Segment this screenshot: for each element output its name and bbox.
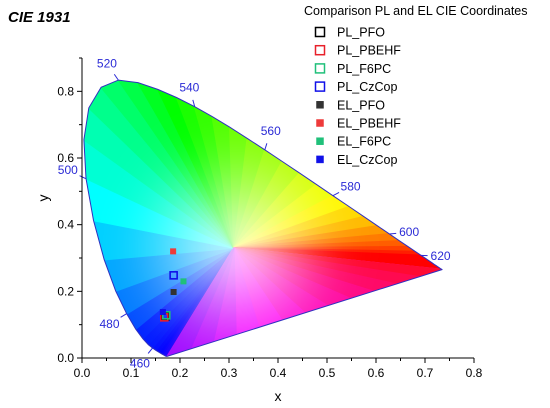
legend-marker-pl-pbehf <box>314 44 326 56</box>
legend-label-el-f6pc: EL_F6PC <box>337 135 391 149</box>
wavelength-tick <box>147 347 153 354</box>
x-tick-label: 0.3 <box>221 366 238 380</box>
wavelength-label: 600 <box>399 225 419 239</box>
y-tick-label: 0.0 <box>57 351 74 365</box>
legend-marker-el-pbehf <box>316 119 324 127</box>
x-axis-title: x <box>275 388 282 404</box>
x-tick-label: 0.1 <box>123 366 140 380</box>
wavelength-label: 460 <box>130 357 150 371</box>
spectral-locus <box>83 79 443 357</box>
legend-label-pl-f6pc: PL_F6PC <box>337 62 391 76</box>
wavelength-tick <box>120 313 127 318</box>
x-tick-label: 0.7 <box>417 366 434 380</box>
wavelength-label: 520 <box>97 57 117 71</box>
point-pl-czcop <box>169 271 178 280</box>
wavelength-tick <box>264 143 268 151</box>
wavelength-labels: 460 480 500 520 540 560 580 600 620 <box>58 57 451 371</box>
wavelength-tick <box>192 99 196 107</box>
y-tick-label: 0.4 <box>57 218 74 232</box>
x-tick-label: 0.0 <box>74 366 91 380</box>
x-tick-label: 0.5 <box>319 366 336 380</box>
wavelength-label: 480 <box>100 317 120 331</box>
y-tick-label: 0.6 <box>57 151 74 165</box>
point-el-czcop <box>159 309 166 315</box>
legend-items: PL_PFO PL_PBEHF PL_F6PC PL_CzCop EL_PFO EL_PB… <box>314 26 401 167</box>
x-tick-label: 0.6 <box>368 366 385 380</box>
axes: 0.0 0.1 0.2 0.3 0.4 0.5 0.6 0.7 0.8 0.0 0.2 0.4 0.6… <box>57 57 483 380</box>
x-ticks: 0.0 0.1 0.2 0.3 0.4 0.5 0.6 0.7 0.8 <box>74 358 483 380</box>
data-points <box>159 248 187 322</box>
legend-marker-pl-czcop <box>314 81 326 92</box>
wavelength-label: 580 <box>341 179 361 193</box>
wavelength-label: 620 <box>431 249 451 263</box>
legend-label-el-pbehf: EL_PBEHF <box>337 117 401 131</box>
point-pl-f6pc <box>161 311 171 320</box>
legend: Comparison PL and EL CIE Coordinates PL_… <box>304 4 528 167</box>
wavelength-label: 560 <box>261 124 281 138</box>
legend-label-pl-pbehf: PL_PBEHF <box>337 44 401 58</box>
x-tick-label: 0.4 <box>270 366 287 380</box>
y-tick-label: 0.8 <box>57 84 74 98</box>
wavelength-label: 540 <box>179 80 199 94</box>
color-gamut <box>83 80 443 357</box>
legend-marker-el-pfo <box>316 101 324 109</box>
legend-marker-el-czcop <box>316 155 324 164</box>
legend-label-pl-czcop: PL_CzCop <box>337 80 397 94</box>
legend-title: Comparison PL and EL CIE Coordinates <box>304 4 528 18</box>
legend-label-el-czcop: EL_CzCop <box>337 153 397 167</box>
point-el-pbehf <box>170 248 177 255</box>
legend-label-el-pfo: EL_PFO <box>337 98 385 112</box>
x-tick-label: 0.8 <box>466 366 483 380</box>
y-tick-label: 0.2 <box>57 284 74 298</box>
legend-marker-el-f6pc <box>316 137 324 145</box>
wavelength-tick <box>389 232 397 235</box>
wavelength-label: 500 <box>58 163 78 177</box>
point-el-pfo <box>170 289 177 295</box>
y-ticks: 0.0 0.2 0.4 0.6 0.8 <box>57 57 82 365</box>
legend-label-pl-pfo: PL_PFO <box>337 26 385 40</box>
point-el-f6pc <box>180 278 187 285</box>
wavelength-tick <box>113 73 119 81</box>
x-tick-label: 0.2 <box>172 366 189 380</box>
legend-marker-pl-f6pc <box>314 63 326 74</box>
chart-title: CIE 1931 <box>8 9 71 26</box>
y-axis-title: y <box>35 195 51 202</box>
legend-marker-pl-pfo <box>314 26 326 38</box>
wavelength-tick <box>332 191 340 197</box>
wavelength-tick <box>79 175 87 180</box>
